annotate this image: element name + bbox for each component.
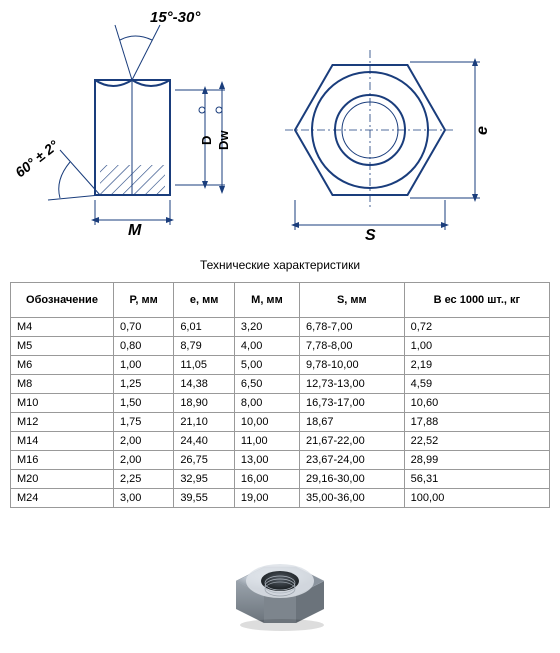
table-cell: 29,16-30,00	[299, 470, 404, 489]
table-cell: 10,00	[234, 413, 299, 432]
table-row: М40,706,013,206,78-7,000,72	[11, 318, 550, 337]
table-row: М162,0026,7513,0023,67-24,0028,99	[11, 451, 550, 470]
table-cell: М24	[11, 489, 114, 508]
table-cell: 8,00	[234, 394, 299, 413]
table-header: S, мм	[299, 283, 404, 318]
table-cell: М16	[11, 451, 114, 470]
table-cell: 13,00	[234, 451, 299, 470]
table-cell: 1,75	[114, 413, 174, 432]
table-row: М61,0011,055,009,78-10,002,19	[11, 356, 550, 375]
table-cell: 3,00	[114, 489, 174, 508]
table-cell: 16,73-17,00	[299, 394, 404, 413]
table-cell: 7,78-8,00	[299, 337, 404, 356]
table-cell: 21,67-22,00	[299, 432, 404, 451]
table-cell: М10	[11, 394, 114, 413]
table-cell: 18,67	[299, 413, 404, 432]
table-cell: М20	[11, 470, 114, 489]
table-cell: 22,52	[404, 432, 549, 451]
table-cell: 6,01	[174, 318, 235, 337]
table-cell: 56,31	[404, 470, 549, 489]
table-cell: 32,95	[174, 470, 235, 489]
d-label: D	[199, 136, 214, 145]
table-cell: 26,75	[174, 451, 235, 470]
table-cell: 11,00	[234, 432, 299, 451]
table-cell: 12,73-13,00	[299, 375, 404, 394]
table-row: М81,2514,386,5012,73-13,004,59	[11, 375, 550, 394]
angle-label: 60° ± 2°	[12, 137, 62, 181]
table-cell: 2,00	[114, 432, 174, 451]
table-header: P, мм	[114, 283, 174, 318]
table-cell: 8,79	[174, 337, 235, 356]
table-cell: 6,50	[234, 375, 299, 394]
nut-photo	[0, 523, 560, 653]
table-cell: М6	[11, 356, 114, 375]
table-cell: 19,00	[234, 489, 299, 508]
table-row: М142,0024,4011,0021,67-22,0022,52	[11, 432, 550, 451]
table-cell: 100,00	[404, 489, 549, 508]
table-cell: 9,78-10,00	[299, 356, 404, 375]
table-cell: 18,90	[174, 394, 235, 413]
table-row: М101,5018,908,0016,73-17,0010,60	[11, 394, 550, 413]
table-cell: М12	[11, 413, 114, 432]
table-cell: 2,25	[114, 470, 174, 489]
table-row: М121,7521,1010,0018,6717,88	[11, 413, 550, 432]
table-cell: 21,10	[174, 413, 235, 432]
table-cell: 14,38	[174, 375, 235, 394]
table-header: Обозначение	[11, 283, 114, 318]
table-cell: 4,59	[404, 375, 549, 394]
table-cell: 10,60	[404, 394, 549, 413]
table-cell: 3,20	[234, 318, 299, 337]
table-cell: 0,72	[404, 318, 549, 337]
table-cell: 28,99	[404, 451, 549, 470]
table-header: В ес 1000 шт., кг	[404, 283, 549, 318]
table-cell: 23,67-24,00	[299, 451, 404, 470]
dw-label: Dw	[216, 130, 231, 150]
table-header: e, мм	[174, 283, 235, 318]
technical-diagram: M 15°-30° 60° ± 2° D Dw S e	[0, 0, 560, 250]
table-cell: 2,19	[404, 356, 549, 375]
corner-label: e	[474, 126, 491, 135]
table-cell: 35,00-36,00	[299, 489, 404, 508]
table-cell: 24,40	[174, 432, 235, 451]
spec-table: ОбозначениеP, ммe, ммM, ммS, ммВ ес 1000…	[10, 282, 550, 508]
table-cell: 0,80	[114, 337, 174, 356]
table-cell: М4	[11, 318, 114, 337]
width-label: M	[128, 222, 142, 239]
table-cell: 5,00	[234, 356, 299, 375]
caption: Технические характеристики	[0, 258, 560, 272]
table-cell: 1,00	[114, 356, 174, 375]
table-cell: 1,00	[404, 337, 549, 356]
table-cell: 11,05	[174, 356, 235, 375]
table-header: M, мм	[234, 283, 299, 318]
table-cell: 2,00	[114, 451, 174, 470]
table-cell: 17,88	[404, 413, 549, 432]
table-row: М243,0039,5519,0035,00-36,00100,00	[11, 489, 550, 508]
table-cell: М8	[11, 375, 114, 394]
chamfer-label: 15°-30°	[150, 9, 201, 26]
table-cell: 1,50	[114, 394, 174, 413]
table-cell: 1,25	[114, 375, 174, 394]
table-cell: М5	[11, 337, 114, 356]
table-cell: 4,00	[234, 337, 299, 356]
table-cell: 16,00	[234, 470, 299, 489]
table-cell: М14	[11, 432, 114, 451]
flats-label: S	[365, 227, 376, 244]
table-row: М50,808,794,007,78-8,001,00	[11, 337, 550, 356]
table-cell: 39,55	[174, 489, 235, 508]
table-cell: 6,78-7,00	[299, 318, 404, 337]
table-cell: 0,70	[114, 318, 174, 337]
table-row: М202,2532,9516,0029,16-30,0056,31	[11, 470, 550, 489]
